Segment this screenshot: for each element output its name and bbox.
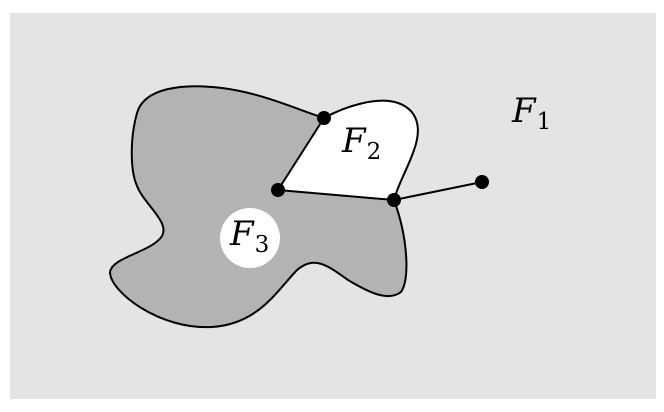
face-f2-letter: F — [341, 121, 367, 161]
face-f3-boundary — [108, 85, 408, 329]
edge-v3-v4 — [393, 181, 483, 201]
face-f2-boundary — [323, 99, 419, 201]
face-f3-hole — [220, 208, 280, 268]
face-f2-subscript: 2 — [367, 139, 382, 165]
edge-v1-v2 — [277, 117, 325, 191]
face-f3-letter: F — [229, 214, 255, 254]
vertex-3 — [387, 193, 401, 207]
face-f1-subscript: 1 — [537, 109, 552, 135]
vertex-4 — [475, 175, 489, 189]
vertex-1 — [317, 111, 331, 125]
vertex-2 — [271, 183, 285, 197]
face-f1-letter: F — [511, 91, 537, 131]
face-f2-region — [278, 100, 418, 200]
face-f1-label: F1 — [511, 91, 551, 135]
face-f2-label: F2 — [341, 121, 381, 165]
face-f3-label: F3 — [229, 214, 269, 258]
edge-v2-v3 — [277, 189, 395, 201]
face-f3-subscript: 3 — [255, 232, 270, 258]
